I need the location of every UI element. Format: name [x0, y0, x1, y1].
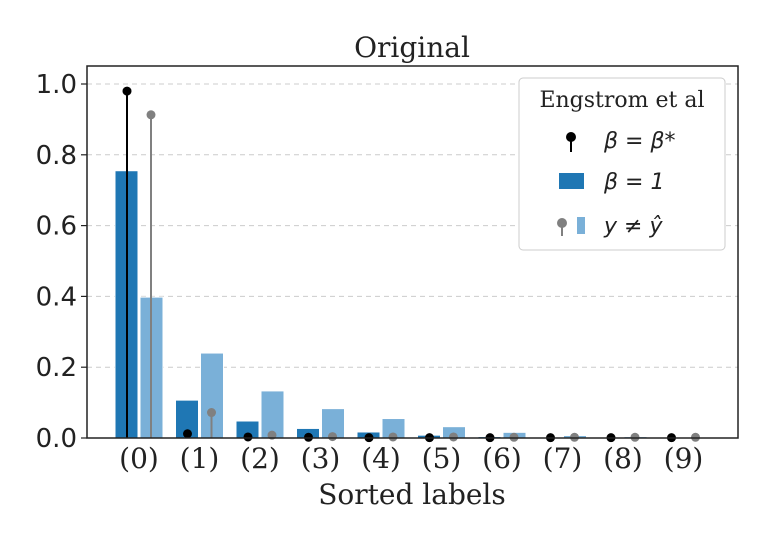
- legend-marker-gray: [557, 218, 567, 228]
- stem-marker: [146, 110, 156, 120]
- stem-marker: [243, 432, 253, 442]
- legend-swatch-light-blue: [577, 217, 585, 234]
- x-tick-label: (0): [119, 442, 159, 475]
- x-tick-label: (2): [240, 442, 280, 475]
- legend-entry-beta-star: β = β*: [566, 129, 676, 154]
- legend-entry-beta-one: β = 1: [559, 170, 664, 195]
- legend-label-beta-one: β = 1: [603, 170, 664, 195]
- y-tick-label: 0.4: [36, 282, 77, 312]
- x-tick-label: (1): [180, 442, 220, 475]
- legend-title: Engstrom et al: [539, 88, 704, 113]
- y-tick-label: 0.2: [36, 353, 77, 383]
- stem-marker: [388, 432, 398, 442]
- x-tick-label: (4): [361, 442, 401, 475]
- x-axis: (0) (1) (2) (3) (4) (5) (6) (7) (8) (9): [119, 442, 703, 475]
- x-tick-label: (9): [664, 442, 704, 475]
- stem-marker: [449, 432, 458, 442]
- stem-marker: [122, 86, 132, 96]
- y-tick-label: 1.0: [36, 70, 77, 100]
- legend-label-misclassified: y ≠ ŷ: [603, 214, 663, 239]
- stem-marker: [183, 429, 192, 439]
- legend-marker-black: [566, 132, 576, 142]
- legend-swatch-dark-blue: [559, 173, 584, 189]
- x-axis-label: Sorted labels: [318, 478, 506, 511]
- legend-box: [518, 77, 726, 251]
- y-tick-label: 0.8: [36, 141, 77, 171]
- x-tick-label: (8): [603, 442, 643, 475]
- legend-entry-misclassified: y ≠ ŷ: [557, 214, 663, 239]
- chart-title: Original: [354, 31, 470, 64]
- stem-marker: [207, 408, 216, 418]
- plot-frame: [86, 65, 739, 439]
- x-tick-label: (5): [422, 442, 462, 475]
- x-tick-label: (3): [301, 442, 341, 475]
- y-axis: 0.0 0.2 0.4 0.6 0.8 1.0: [36, 70, 87, 454]
- stem-marker: [328, 432, 337, 442]
- y-tick-label: 0.6: [36, 212, 77, 242]
- legend-label-beta-star: β = β*: [603, 129, 676, 154]
- x-tick-label: (7): [543, 442, 583, 475]
- y-tick-label: 0.0: [36, 424, 77, 454]
- legend: Engstrom et al β = β* β = 1 y ≠ ŷ: [518, 77, 726, 251]
- x-tick-label: (6): [482, 442, 522, 475]
